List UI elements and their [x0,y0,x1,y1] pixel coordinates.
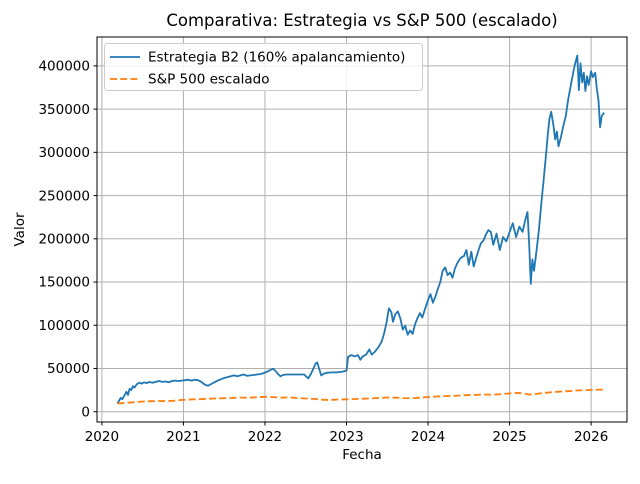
y-tick-label: 300000 [38,145,90,161]
x-axis-label: Fecha [342,447,382,463]
y-tick-label: 400000 [38,59,90,75]
legend: Estrategia B2 (160% apalancamiento) S&P … [104,43,423,91]
x-tick-label: 2021 [166,429,200,445]
chart-title: Comparativa: Estrategia vs S&P 500 (esca… [166,11,557,30]
y-tick-label: 150000 [38,275,90,291]
y-tick-label: 200000 [38,231,90,247]
legend-box [104,43,423,91]
y-tick-label: 0 [81,404,90,420]
series-layer [116,54,605,405]
y-axis-label: Valor [12,212,28,246]
legend-label-sp500: S&P 500 escalado [148,72,269,88]
x-tick-label: 2026 [574,429,608,445]
series-line-0 [116,54,605,404]
x-tick-label: 2024 [411,429,445,445]
tick-layer: 2020 2021 2022 2023 2024 2025 2026 0 50000 100000… [38,59,608,445]
legend-label-strategy: Estrategia B2 (160% apalancamiento) [148,50,405,66]
y-tick-label: 100000 [38,318,90,334]
x-tick-label: 2025 [492,429,526,445]
x-tick-label: 2020 [85,429,119,445]
series-line-1 [117,388,604,405]
y-tick-label: 50000 [47,361,90,377]
x-tick-label: 2023 [329,429,363,445]
x-tick-label: 2022 [248,429,282,445]
plot-border [96,36,628,423]
y-tick-label: 250000 [38,188,90,204]
y-tick-label: 350000 [38,102,90,118]
grid-layer [97,37,627,422]
